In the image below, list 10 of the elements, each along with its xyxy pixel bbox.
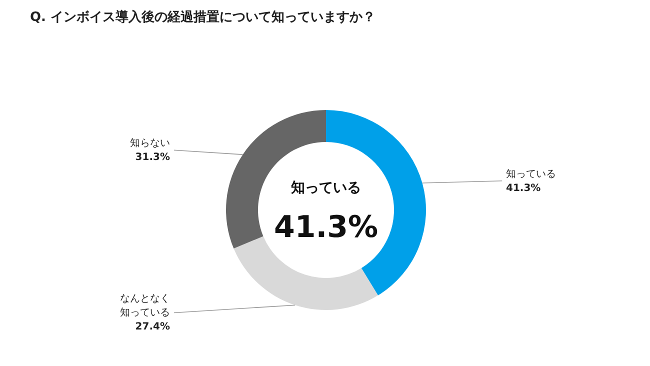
- data-label: 31.3%: [135, 152, 170, 164]
- chart-title: Q. インボイス導入後の経過措置について知っていますか？: [30, 9, 376, 25]
- slice-label: 知っている: [506, 168, 556, 180]
- slice-label: なんとなく知っている: [120, 294, 170, 319]
- data-label: 27.4%: [135, 322, 170, 333]
- slice-label: 知らない: [130, 137, 170, 150]
- text: 41.3%: [274, 210, 378, 245]
- slice-label: 知っている: [290, 180, 361, 196]
- donut-slice: [234, 236, 378, 310]
- data-label: 41.3%: [506, 182, 541, 194]
